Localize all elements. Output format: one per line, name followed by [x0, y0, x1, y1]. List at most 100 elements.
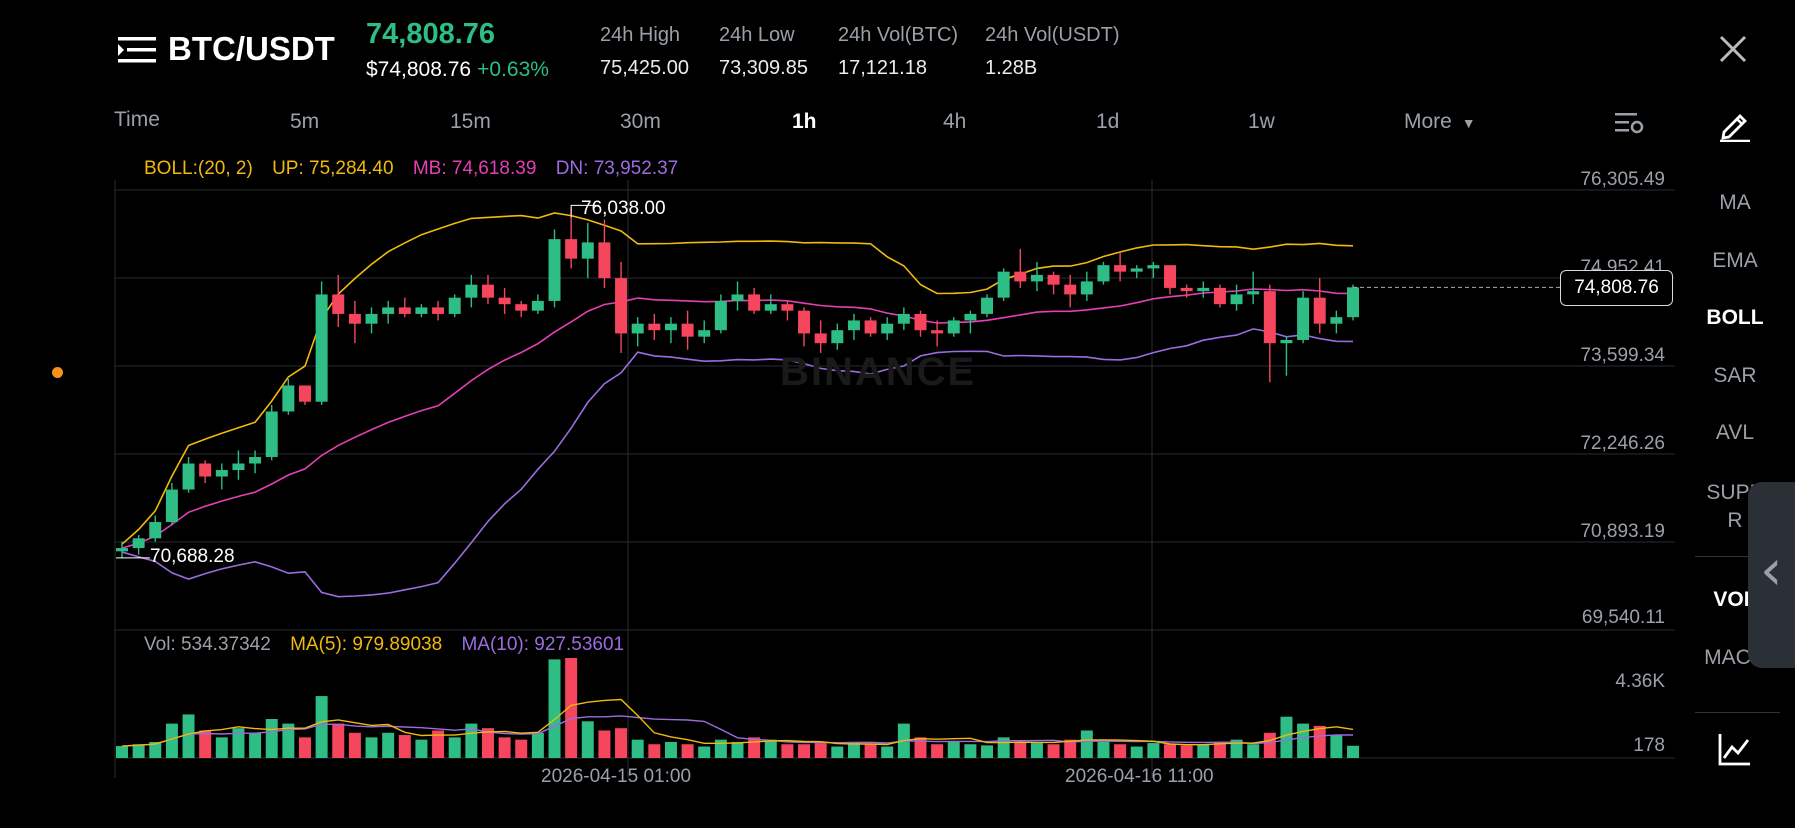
volume-bar [1014, 741, 1027, 758]
candle [215, 470, 228, 477]
candle [964, 313, 977, 321]
volume-bar [631, 739, 644, 758]
volume-bar [798, 744, 811, 758]
tab-time[interactable]: Time [114, 108, 160, 131]
volume-bar [548, 659, 561, 758]
chart-settings-icon[interactable] [1614, 110, 1644, 136]
stat-24h-vol-btc: 24h Vol(BTC) 17,121.18 [838, 24, 958, 80]
candle [515, 304, 528, 311]
more-label: More [1404, 110, 1452, 133]
vol-ma5-line [121, 698, 1354, 747]
binance-watermark: BINANCE [780, 350, 977, 394]
chart-line-icon[interactable] [1718, 732, 1752, 766]
boll-mb-line [121, 288, 1354, 549]
volume-bar [132, 744, 145, 758]
pair-title[interactable]: BTC/USDT [168, 30, 335, 67]
volume-bar [165, 723, 178, 758]
volume-bar [581, 721, 594, 758]
candle [149, 522, 162, 539]
last-price: 74,808.76 [366, 18, 496, 50]
indicator-ema[interactable]: EMA [1712, 249, 1758, 272]
indicator-vol[interactable]: VOL [1713, 588, 1757, 611]
tab-1d[interactable]: 1d [1096, 110, 1120, 133]
volume-bar [1114, 744, 1127, 758]
indicator-boll[interactable]: BOLL [1706, 306, 1764, 329]
candle [581, 242, 594, 259]
price-axis-label: 76,305.49 [1580, 169, 1665, 190]
candle [881, 323, 894, 334]
indicator-avl[interactable]: AVL [1715, 421, 1755, 444]
candle [814, 333, 827, 344]
volume-bar [947, 741, 960, 758]
candle [1164, 265, 1177, 288]
volume-bar [498, 737, 511, 758]
tab-4h[interactable]: 4h [943, 110, 967, 133]
candle [1280, 339, 1293, 344]
volume-bar [1064, 739, 1077, 758]
volume-bar [1030, 743, 1043, 758]
indicator-sar[interactable]: SAR [1713, 364, 1757, 387]
volume-bar [415, 739, 428, 758]
vol-legend: Vol: 534.37342 MA(5): 979.89038 MA(10): … [144, 634, 624, 656]
boll-mb: MB: 74,618.39 [412, 158, 537, 179]
close-icon[interactable] [1718, 34, 1748, 64]
tab-more[interactable]: More ▼ [1404, 110, 1476, 134]
candle [1114, 265, 1127, 272]
price-change: +0.63% [477, 58, 549, 81]
draw-pencil-icon[interactable] [1718, 108, 1752, 142]
volume-bar [315, 696, 328, 758]
sidebar-divider [1695, 556, 1780, 557]
volume-bar [664, 741, 677, 758]
candle [598, 242, 611, 279]
candle [132, 538, 145, 549]
side-panel-handle[interactable]: ‹ [1748, 482, 1795, 668]
tab-1h[interactable]: 1h [792, 110, 817, 133]
stat-label: 24h Vol(USDT) [985, 24, 1120, 46]
volume-bar [847, 741, 860, 758]
tab-15m[interactable]: 15m [450, 110, 491, 133]
volume-bar [1130, 746, 1143, 758]
volume-bar [149, 741, 162, 758]
tab-1w[interactable]: 1w [1248, 110, 1275, 133]
stat-value: 73,309.85 [719, 57, 808, 79]
candle [1014, 271, 1027, 282]
volume-bar [1080, 730, 1093, 758]
candle [365, 313, 378, 324]
candle [398, 307, 411, 314]
price-axis-label: 72,246.26 [1580, 433, 1665, 454]
volume-bar [714, 739, 727, 758]
vol-ma10: MA(10): 927.53601 [461, 634, 625, 655]
candle [615, 278, 628, 334]
vol-value: Vol: 534.37342 [144, 634, 271, 655]
candle [714, 300, 727, 331]
volume-bar [531, 732, 544, 758]
candle [1097, 265, 1110, 282]
tab-30m[interactable]: 30m [620, 110, 661, 133]
tab-5m[interactable]: 5m [290, 110, 320, 133]
candle [631, 323, 644, 334]
volume-bar [348, 732, 361, 758]
candle [432, 307, 445, 314]
volume-bar [1247, 744, 1260, 758]
candle [1080, 281, 1093, 295]
price-axis-label: 70,893.19 [1580, 521, 1665, 542]
volume-bar [432, 730, 445, 758]
candle [415, 307, 428, 314]
indicator-ma[interactable]: MA [1719, 191, 1751, 214]
candle [249, 457, 262, 464]
candle [448, 297, 461, 314]
volume-bar [964, 744, 977, 758]
volume-bar [332, 723, 345, 758]
volume-bar [265, 719, 278, 758]
candle [1347, 287, 1359, 318]
boll-dn: DN: 73,952.37 [555, 158, 679, 179]
candle [648, 323, 661, 331]
candle [465, 284, 478, 298]
volume-bar [481, 728, 494, 758]
volume-bar [116, 746, 128, 758]
price-chart[interactable] [0, 150, 1680, 790]
volume-bar [1164, 744, 1177, 758]
menu-icon[interactable] [118, 34, 156, 66]
candle [1064, 284, 1077, 295]
candle [282, 385, 295, 412]
